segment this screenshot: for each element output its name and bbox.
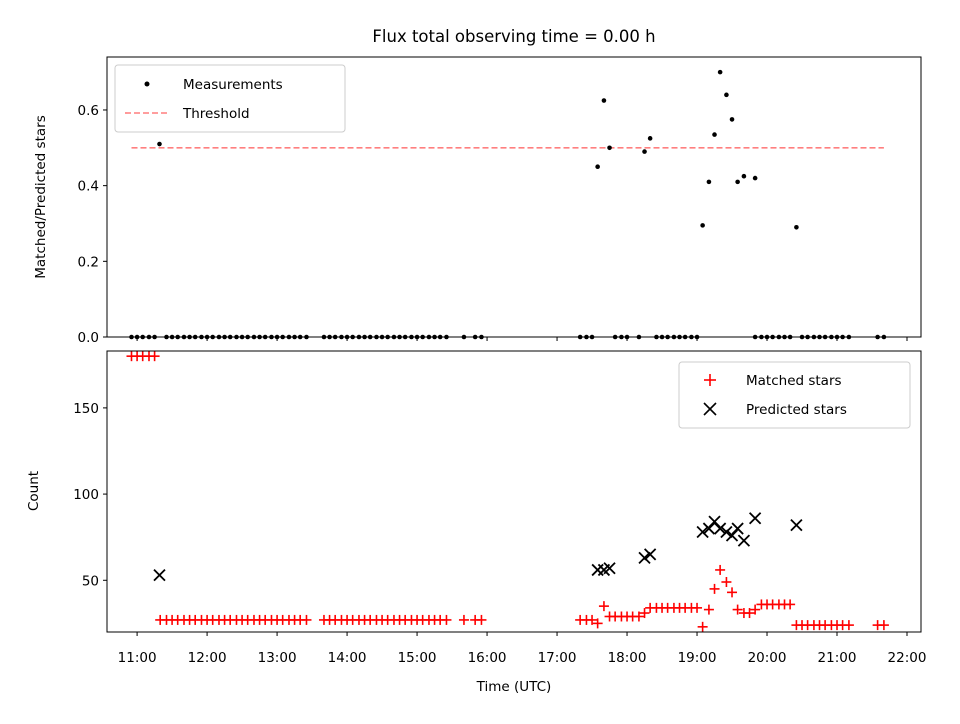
legend-measurements-label: Measurements [183, 77, 283, 93]
measurement-point [607, 145, 612, 151]
predicted-star-point [638, 551, 651, 565]
bottom-x-tick-label: 18:00 [608, 650, 647, 666]
measurement-point [647, 136, 653, 141]
legend-predicted-marker [703, 402, 717, 416]
bottom-x-tick-label: 12:00 [188, 650, 227, 666]
legend-measurements-marker [144, 81, 150, 87]
predicted-star-point [696, 525, 709, 539]
matched-star-point [709, 583, 720, 594]
top-y-tick-label: 0.6 [78, 103, 99, 119]
matched-star-point [633, 611, 644, 622]
bottom-y-tick-label: 100 [73, 487, 99, 503]
bottom-x-tick-label: 19:00 [678, 650, 717, 666]
matched-star-point [727, 587, 738, 598]
top-y-tick-label: 0.2 [78, 254, 99, 270]
bottom-x-tick-label: 15:00 [398, 650, 437, 666]
matched-star-point [721, 577, 732, 588]
measurement-point [735, 179, 740, 185]
matched-star-point [843, 620, 854, 631]
bottom-x-tick-label: 11:00 [118, 650, 157, 666]
matched-star-point [587, 614, 598, 625]
measurement-point [717, 69, 723, 75]
top-axes-frame [106, 56, 922, 338]
bottom-x-tick-label: 21:00 [818, 650, 857, 666]
bottom-legend: Matched stars Predicted stars [678, 361, 911, 429]
matched-star-point [476, 614, 487, 625]
matched-star-point [785, 599, 796, 610]
measurement-point [157, 141, 162, 147]
bottom-x-tick-label: 16:00 [468, 650, 507, 666]
predicted-star-point [720, 525, 733, 539]
measurement-point [752, 175, 758, 181]
matched-star-point [441, 614, 452, 625]
bottom-plot-marks [126, 351, 889, 632]
top-legend-box [114, 64, 346, 133]
matched-star-point [639, 608, 650, 619]
bottom-legend-box [678, 361, 911, 429]
measurement-point [706, 179, 712, 185]
top-y-tick-label: 0.4 [78, 179, 99, 195]
predicted-star-point [748, 512, 762, 525]
top-legend: Measurements Threshold [114, 64, 346, 133]
predicted-star-point [737, 534, 751, 547]
legend-threshold-label: Threshold [182, 106, 250, 122]
predicted-star-point [725, 529, 739, 542]
measurement-point [642, 149, 647, 154]
bottom-y-tick-label: 150 [73, 401, 99, 417]
measurement-point [729, 117, 735, 122]
predicted-star-point [708, 515, 721, 528]
chart-title: Flux total observing time = 0.00 h [372, 27, 655, 46]
legend-predicted-label: Predicted stars [746, 402, 847, 418]
matched-star-point [598, 601, 609, 612]
measurement-point [595, 164, 600, 170]
matched-star-point [878, 620, 889, 631]
measurement-point [794, 224, 799, 230]
predicted-star-point [153, 568, 166, 582]
measurement-point [741, 173, 747, 179]
measurement-point [700, 223, 705, 228]
matched-star-point [301, 614, 312, 625]
bottom-y-axis: 50 100 150 [73, 401, 107, 589]
bottom-y-tick-label: 50 [82, 573, 99, 589]
matched-star-point [732, 604, 743, 615]
predicted-star-point [702, 522, 716, 535]
top-panel: 0.0 0.2 0.4 0.6 Matched/Predicted stars Mea… [33, 56, 922, 346]
matched-star-point [458, 614, 469, 625]
matched-star-point [744, 608, 755, 619]
matched-star-point [149, 351, 160, 362]
predicted-star-point [643, 548, 657, 561]
measurement-point [724, 92, 729, 98]
top-x-ticks [136, 337, 908, 341]
matched-star-point [692, 602, 703, 613]
bottom-x-tick-label: 22:00 [888, 650, 927, 666]
legend-matched-marker [704, 374, 716, 386]
predicted-star-point [731, 522, 744, 535]
top-y-axis-label: Matched/Predicted stars [33, 115, 49, 278]
matched-star-point [715, 564, 726, 575]
bottom-x-tick-label: 14:00 [328, 650, 367, 666]
predicted-star-point [603, 562, 616, 575]
bottom-x-tick-label: 17:00 [538, 650, 577, 666]
top-y-tick-label: 0.0 [78, 330, 99, 346]
predicted-star-point [790, 518, 803, 532]
bottom-x-axis: 11:00 12:00 13:00 14:00 15:00 16:00 17:00 18:00… [118, 632, 927, 666]
bottom-y-axis-label: Count [26, 471, 42, 511]
matched-star-point [592, 618, 603, 629]
bottom-axes-frame [106, 350, 922, 633]
bottom-x-tick-label: 20:00 [748, 650, 787, 666]
top-y-axis: 0.0 0.2 0.4 0.6 [78, 103, 107, 346]
measurement-point [712, 132, 717, 137]
bottom-x-axis-label: Time (UTC) [476, 679, 552, 695]
matched-star-point [703, 604, 714, 615]
measurement-point [601, 98, 607, 103]
legend-matched-label: Matched stars [746, 373, 842, 389]
matched-star-point [697, 621, 708, 632]
bottom-x-tick-label: 13:00 [258, 650, 297, 666]
predicted-star-point [713, 522, 727, 535]
matched-star-point [750, 604, 761, 615]
